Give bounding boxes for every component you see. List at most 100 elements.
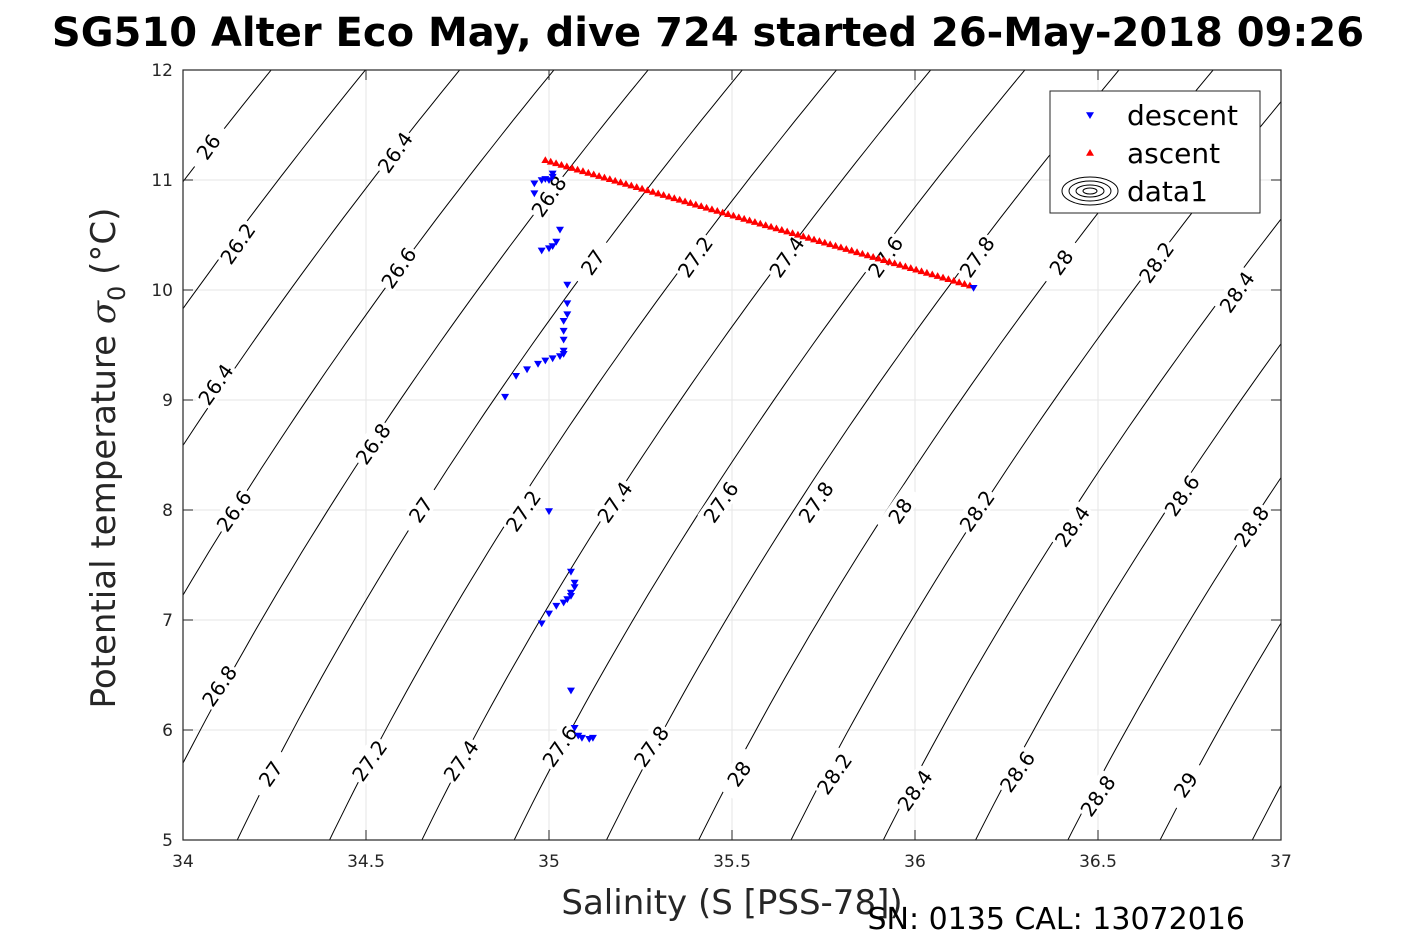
legend-contour-ring [1082, 187, 1098, 195]
ascent-marker [874, 254, 883, 262]
ascent-marker [810, 235, 819, 243]
legend-box [1049, 90, 1261, 214]
contour-label-bg [210, 484, 257, 537]
contour-label-bg [953, 230, 1000, 283]
ascent-marker [896, 260, 905, 268]
ascent-marker [611, 176, 620, 184]
descent-marker [548, 355, 557, 363]
ascent-marker [944, 275, 953, 283]
ascent-marker [670, 194, 679, 202]
contour-label-bg [1037, 235, 1084, 288]
ascent-marker [783, 227, 792, 235]
legend-item: ascent [1086, 137, 1220, 170]
contour-line [183, 70, 555, 597]
x-tick-label: 36.5 [1079, 852, 1117, 872]
contour-label-bg [993, 745, 1040, 798]
ascent-marker [664, 192, 673, 200]
contour-label: 28 [1037, 235, 1084, 288]
descent-marker [559, 336, 568, 344]
descent-marker [563, 596, 572, 604]
ascent-marker [562, 162, 571, 170]
contour-label-bg [214, 217, 260, 270]
descent-marker [534, 360, 543, 368]
descent-marker [530, 190, 539, 198]
ascent-marker [702, 203, 711, 211]
y-tick-label: 11 [151, 171, 173, 191]
ascent-marker [799, 232, 808, 240]
ascent-marker [761, 221, 770, 229]
contour-label-bg [862, 230, 908, 283]
contour-label-bg [1213, 265, 1260, 318]
contour-line [329, 70, 838, 840]
contour-label-bg [346, 734, 392, 787]
contour-label-bg [671, 230, 718, 283]
contour-label-bg [1158, 469, 1205, 522]
descent-marker [545, 177, 553, 184]
descent-marker [559, 347, 568, 355]
ascent-marker [847, 246, 856, 254]
ascent-marker [917, 267, 926, 275]
ascent-marker [724, 210, 733, 217]
ascent-marker [906, 264, 915, 271]
ascent-marker [740, 214, 749, 222]
descent-marker [530, 180, 539, 188]
x-tick-label: 34 [172, 852, 194, 872]
density-contours [183, 70, 1281, 840]
contour-line [236, 70, 743, 840]
ascent-marker [713, 206, 722, 214]
descent-marker [501, 393, 510, 401]
contour-label-bg [375, 241, 421, 294]
ascent-marker [659, 191, 668, 198]
legend-contour-ring [1068, 180, 1112, 202]
descent-series [501, 170, 978, 743]
contour-label-bg [1074, 769, 1120, 822]
contour-label-bg [697, 475, 743, 528]
contour-label-bg [437, 734, 484, 787]
contour-label-bg [891, 763, 937, 816]
ascent-marker [707, 205, 716, 213]
contour-label-bg [627, 719, 674, 772]
ascent-marker [621, 180, 630, 187]
contour-label-bg [185, 120, 231, 173]
contour-line [183, 70, 367, 310]
contour-label-bg [499, 484, 546, 537]
calibration-footer: SN: 0135 CAL: 13072016 [867, 902, 1245, 937]
descent-marker [537, 247, 546, 255]
ascent-marker [879, 256, 888, 264]
ascent-marker [557, 160, 566, 168]
y-axis-ticks: 5 6 7 8 9 10 11 12 [151, 61, 1281, 851]
chart-title: SG510 Alter Eco May, dive 724 started 26… [52, 10, 1364, 56]
descent-marker [545, 508, 553, 516]
ascent-marker [643, 186, 652, 194]
x-axis-label: Salinity (S [PSS-78]) [561, 883, 902, 923]
ascent-marker [858, 249, 867, 257]
ascent-marker [697, 202, 706, 210]
contour-label-bg [192, 358, 238, 410]
ascent-marker [815, 237, 824, 244]
ascent-marker [842, 245, 851, 252]
descent-marker [566, 589, 575, 597]
ascent-marker [869, 253, 878, 260]
contour-line [183, 70, 461, 447]
ascent-marker [863, 251, 872, 259]
ascent-marker [949, 276, 958, 284]
ascent-marker [605, 175, 614, 183]
contour-label-bg [397, 483, 443, 536]
descent-marker [969, 285, 978, 292]
ascent-marker [745, 216, 754, 224]
ascent-marker [546, 157, 555, 165]
ascent-marker [820, 238, 829, 246]
contour-label-bg [371, 125, 418, 178]
legend-descent-marker [1086, 112, 1094, 119]
ascent-marker [955, 278, 964, 286]
contour-label-bg [1048, 499, 1095, 552]
descent-marker [570, 584, 579, 591]
descent-marker [559, 599, 568, 607]
ascent-marker [578, 167, 587, 175]
contour-label-bg [1162, 758, 1208, 811]
x-tick-label: 35.5 [713, 852, 751, 872]
descent-marker [555, 226, 564, 234]
legend-item: descent [1086, 99, 1238, 132]
ascent-marker [600, 173, 609, 181]
